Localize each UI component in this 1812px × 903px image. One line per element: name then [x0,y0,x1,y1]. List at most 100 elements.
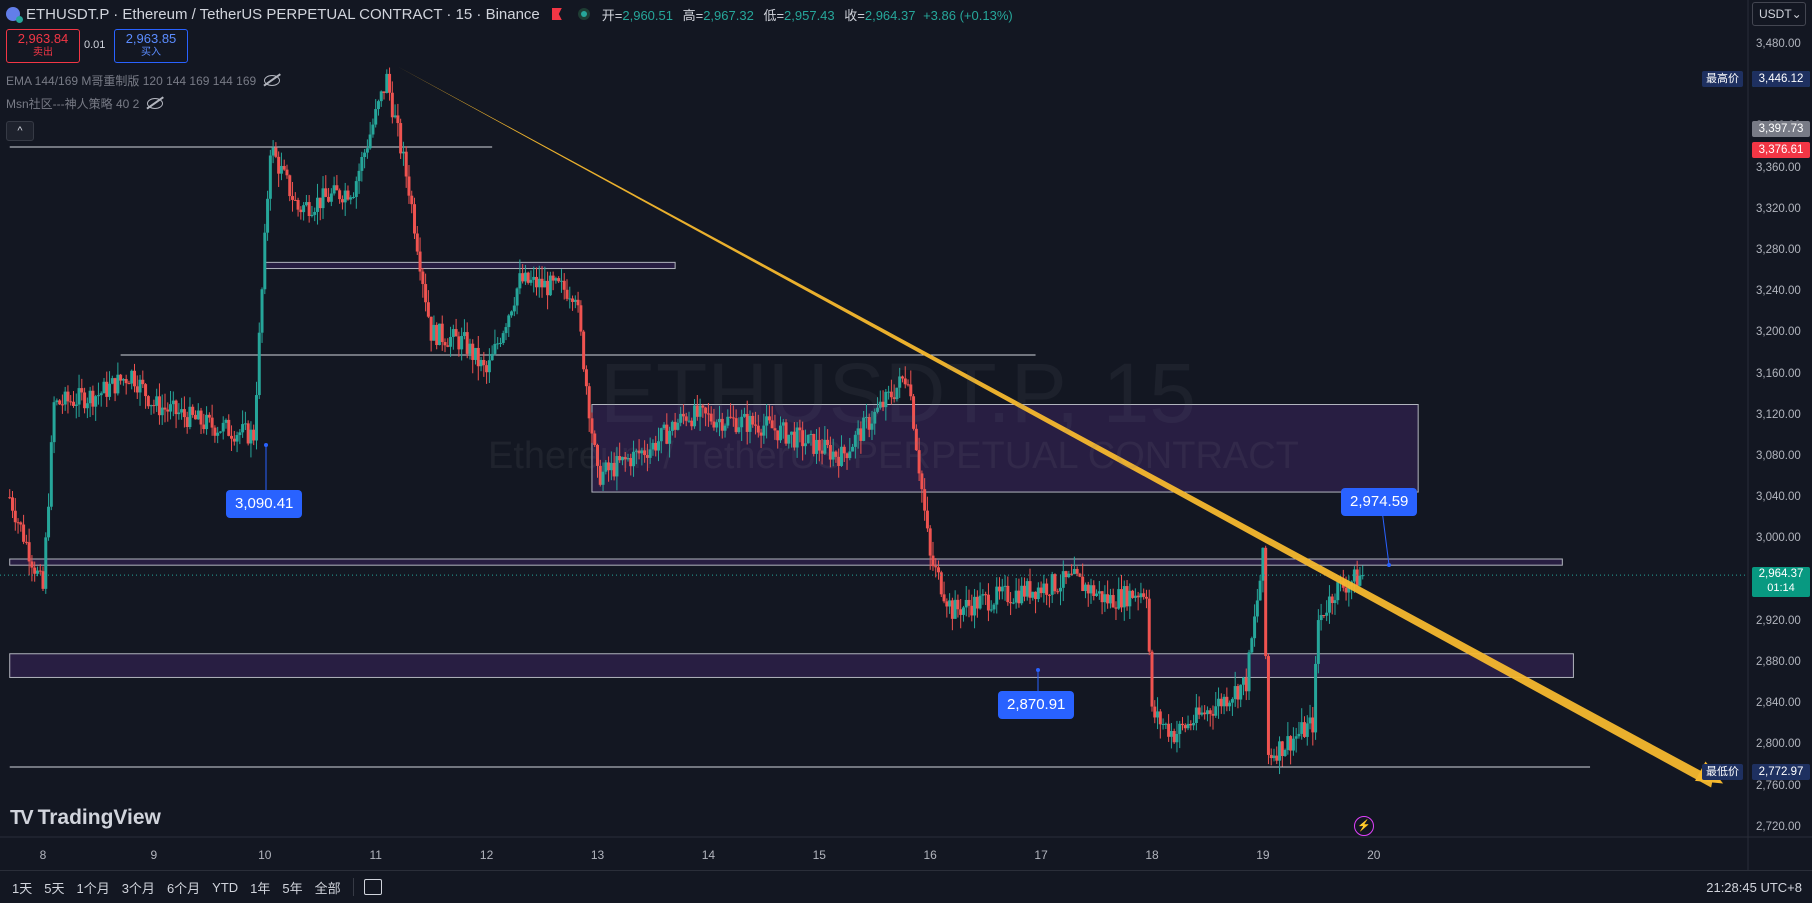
candle-body [898,376,902,388]
price-callout[interactable]: 3,090.41 [226,490,303,518]
candle-body [1103,594,1107,603]
candle-body [618,456,622,461]
clock[interactable]: 21:28:45 UTC+8 [1706,879,1802,895]
candle-body [1025,581,1029,597]
range-5d[interactable]: 5天 [44,880,65,896]
candle-body [94,396,98,407]
range-1m[interactable]: 1个月 [76,880,110,896]
candle-body [851,446,855,452]
range-1y[interactable]: 1年 [250,880,271,896]
candle-body [773,428,777,431]
range-all[interactable]: 全部 [314,880,341,896]
candle-body [662,424,666,429]
eye-hidden-icon[interactable] [264,75,281,86]
candle-body [343,190,347,203]
candle-body [939,572,943,595]
range-6m[interactable]: 6个月 [166,880,201,896]
candle-body [1034,591,1038,600]
candle-body [917,450,921,474]
price-callout[interactable]: 2,870.91 [998,691,1075,719]
buy-button[interactable]: 2,963.85 买入 [114,29,188,63]
candle-body [152,405,156,407]
range-1d[interactable]: 1天 [12,880,33,896]
candle-body [399,123,403,154]
sell-button[interactable]: 2,963.84 卖出 [6,29,80,63]
range-5y[interactable]: 5年 [282,880,303,896]
candle-body [99,393,103,396]
candle-body [1086,584,1090,594]
candle-body [1028,581,1032,598]
candle-body [676,422,680,430]
calendar-icon[interactable] [363,879,382,895]
candle-body [803,443,807,447]
candle-body [1189,723,1193,726]
candle-body [1264,547,1268,657]
candle-body [507,315,511,328]
currency-selector[interactable]: USDT ⌄ [1752,2,1806,26]
candle-body [407,176,411,196]
candle-body [1311,717,1315,733]
tradingview-logo[interactable]: TV TradingView [10,806,161,829]
candle-body [1031,591,1035,598]
range-3m[interactable]: 3个月 [121,880,155,896]
candle-body [565,289,569,299]
price-tick: 3,480.00 [1756,38,1801,50]
candle-body [110,378,114,384]
candle-body [385,73,389,94]
candle-body [49,442,53,507]
candle-body [864,417,868,419]
collapse-indicators-button[interactable]: ^ [6,121,34,141]
candle-body [698,405,702,417]
eye-hidden-icon[interactable] [147,98,164,109]
candle-body [548,275,552,296]
price-extreme-tag: 最高价 [1702,70,1743,87]
lightning-icon[interactable]: ⚡ [1354,816,1374,836]
candle-body [1283,749,1287,757]
drawing-levels [9,146,1591,768]
candle-body [1003,585,1007,587]
candle-body [573,299,577,302]
level-zone-5[interactable] [9,653,1574,678]
level-zone-3[interactable] [591,404,1419,493]
price-callout[interactable]: 2,974.59 [1341,488,1418,516]
candle-body [22,524,26,542]
candle-body [374,109,378,125]
candle-body [945,601,949,607]
candle-body [806,434,810,444]
candle-body [83,392,87,409]
candle-body [1211,713,1215,716]
candle-body [1225,696,1229,707]
indicator-ema[interactable]: EMA 144/169 M哥重制版 120 144 169 144 169 [6,72,281,89]
candle-body [1230,699,1234,703]
range-ytd[interactable]: YTD [212,879,239,895]
candle-body [166,409,170,412]
candle-body [163,407,167,410]
candle-body [55,400,59,403]
candle-body [1114,607,1118,609]
candle-body [1297,733,1301,737]
candle-body [230,435,234,439]
candle-body [826,439,830,445]
level-zone-1[interactable] [264,261,676,270]
candle-body [1289,736,1293,751]
flag-icon[interactable] [551,8,562,20]
level-zone-4[interactable] [9,558,1563,566]
candle-body [1214,706,1218,716]
indicator-msn[interactable]: Msn社区---神人策略 40 2 [6,95,164,112]
time-tick: 16 [923,848,937,862]
candle-body [1197,707,1201,715]
trendline[interactable] [397,66,1714,788]
candle-body [831,451,835,460]
candle-body [754,424,758,426]
candle-body [304,202,308,206]
candle-body [299,209,303,213]
candle-body [1006,585,1010,603]
candle-body [989,609,993,611]
symbol-title[interactable]: ETHUSDT.P · Ethereum / TetherUS PERPETUA… [26,5,540,23]
candle-body [1278,741,1282,761]
candle-body [690,420,694,427]
candle-body [404,151,408,177]
candle-body [132,370,136,387]
candle-body [762,425,766,436]
